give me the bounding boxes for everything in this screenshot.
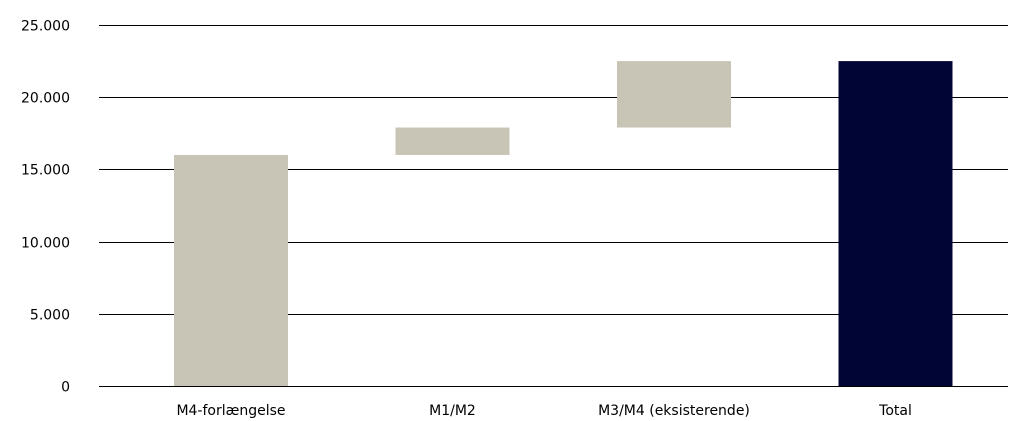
category-label: M1/M2 [429,403,476,419]
y-tick-label: 20.000 [21,91,70,107]
category-label: M3/M4 (eksisterende) [598,403,750,419]
y-tick-label: 5.000 [30,308,70,324]
y-tick-label: 10.000 [21,236,70,252]
bar-total [838,61,953,386]
bar-m3-m4-eksisterende [617,61,731,128]
category-label: M4-forlængelse [176,403,285,419]
y-axis-tick-labels: 0 5.000 10.000 15.000 20.000 25.000 [21,19,70,396]
y-tick-label: 15.000 [21,163,70,179]
x-axis-category-labels: M4-forlængelse M1/M2 M3/M4 (eksisterende) T… [176,403,911,419]
category-label: Total [878,403,912,419]
bar-m4-forlængelse [174,154,288,386]
bars [174,61,953,386]
bar-m1-m2 [395,127,510,155]
y-tick-label: 25.000 [21,19,70,35]
y-tick-label: 0 [61,380,70,396]
